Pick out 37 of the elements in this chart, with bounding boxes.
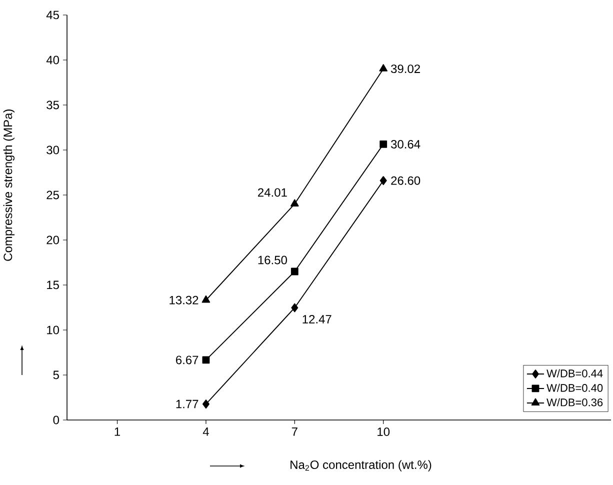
y-tick-label: 15 — [47, 280, 59, 290]
y-tick-label: 5 — [53, 370, 59, 380]
data-label: 30.64 — [391, 140, 420, 148]
y-tick-label: 20 — [46, 236, 60, 244]
y-tick-label: 30 — [46, 146, 60, 154]
data-label: 13.32 — [170, 296, 198, 304]
point — [202, 356, 210, 364]
x-tick-label: 7 — [292, 428, 298, 436]
x-tick-label: 10 — [378, 428, 390, 436]
data-label: 6.67 — [176, 356, 198, 364]
point — [290, 199, 299, 207]
data-label: 26.60 — [391, 176, 420, 185]
point — [380, 140, 388, 148]
y-tick-label: 45 — [46, 10, 59, 20]
x-axis-title: Na$_{2}$O concentration (wt.%) — [290, 460, 432, 472]
legend-label: W/DB=0.44 — [546, 369, 603, 378]
point — [291, 303, 298, 312]
point — [380, 176, 387, 186]
legend-label: W/DB=0.40 — [546, 384, 603, 392]
data-label: 24.01 — [258, 188, 287, 197]
legend-label: W/DB=0.36 — [546, 398, 603, 406]
y-tick-label: 40 — [46, 56, 60, 64]
y-tick-label: 10 — [47, 326, 60, 334]
data-label: 16.50 — [258, 256, 287, 264]
y-tick-label: 25 — [46, 190, 59, 200]
data-label: 1.77 — [176, 400, 198, 408]
y-axis-title: Compressive strength (MPa) — [3, 110, 15, 261]
point — [202, 400, 210, 409]
y-tick-label: 35 — [46, 100, 59, 110]
point — [379, 64, 388, 72]
data-label: 39.02 — [391, 64, 420, 74]
x-tick-label: 1 — [114, 428, 120, 436]
data-label: 12.47 — [302, 314, 332, 324]
x-tick-label: 4 — [202, 428, 209, 436]
point — [290, 268, 298, 276]
point — [202, 295, 210, 303]
y-tick-label: 0 — [53, 416, 60, 424]
